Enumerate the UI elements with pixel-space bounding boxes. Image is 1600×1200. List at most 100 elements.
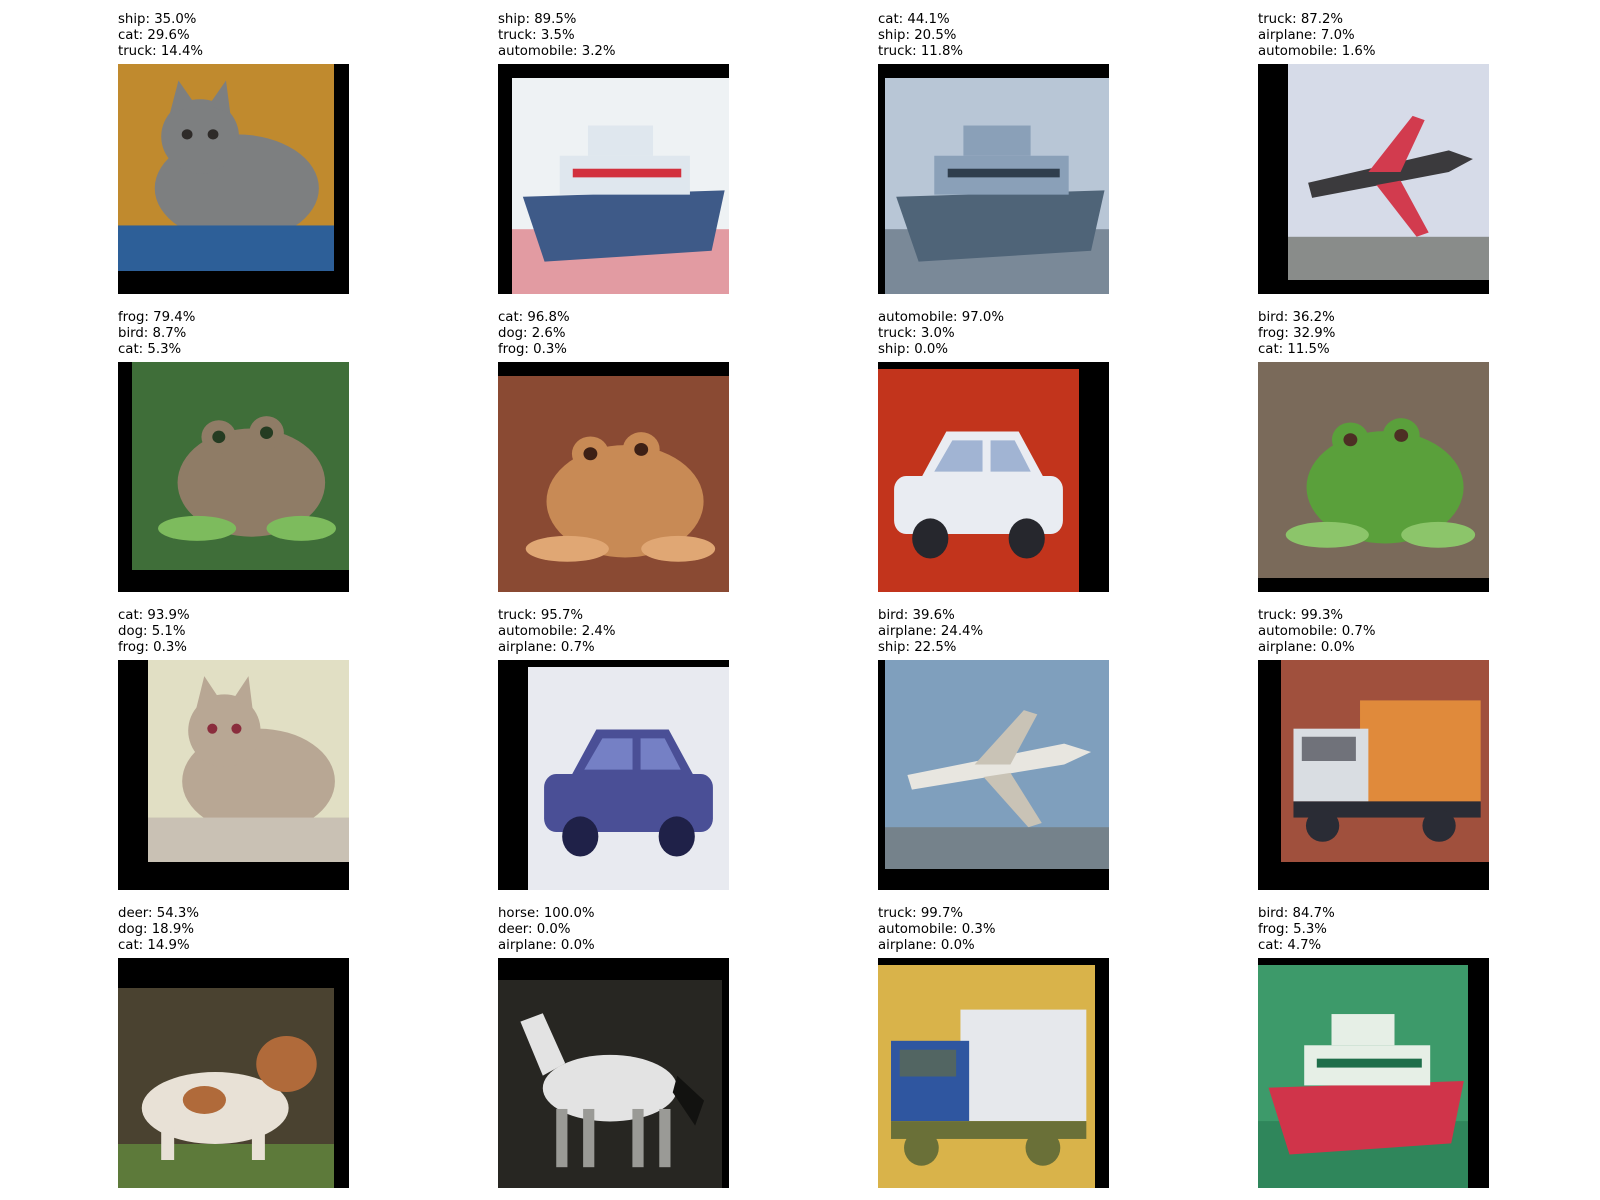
car-wheel [912,518,949,559]
ship-hull [1268,1080,1464,1155]
prediction-label-3: cat: 11.5% [1258,342,1330,357]
image-thumbnail [498,660,729,890]
cat-eye [207,129,219,140]
truck-wheel [1305,809,1340,842]
prediction-label-1: cat: 44.1% [878,12,950,27]
frog-leg [158,515,237,541]
cat-eye [181,129,193,140]
cat-ear [169,80,196,114]
frog-body [1306,431,1464,544]
prediction-panel: bird: 36.2% frog: 32.9% cat: 11.5% [1258,310,1498,592]
prediction-label-3: cat: 5.3% [118,342,182,357]
frog-eye [1394,428,1409,442]
ship-bridge [587,125,654,156]
prediction-panel: truck: 99.3% automobile: 0.7% airplane: 0.… [1258,608,1498,890]
photo-horse [498,980,722,1188]
dog-leg [161,1128,175,1160]
ship-windows [947,168,1060,178]
horse-leg [659,1108,671,1168]
prediction-panel: ship: 35.0% cat: 29.6% truck: 14.4% [118,12,358,294]
prediction-panel: horse: 100.0% deer: 0.0% airplane: 0.0% [498,906,738,1188]
image-thumbnail [1258,660,1489,890]
truck-cargo [960,1009,1087,1122]
prediction-label-2: dog: 18.9% [118,922,194,937]
frog-eye [1343,433,1358,447]
prediction-label-1: bird: 84.7% [1258,906,1335,921]
prediction-panel: cat: 44.1% ship: 20.5% truck: 11.8% [878,12,1118,294]
ground [885,827,1109,869]
image-thumbnail [878,64,1109,294]
prediction-label-3: truck: 14.4% [118,44,204,59]
plane-wing [1376,180,1429,237]
car-window [584,738,633,770]
prediction-label-1: truck: 95.7% [498,608,584,623]
image-thumbnail [118,660,349,890]
photo-ship [512,78,729,294]
car-wheel [1008,518,1045,559]
frog-leg [641,535,716,562]
frog-eye [634,442,649,456]
dog-patch [182,1086,226,1114]
frog-eye [583,447,598,461]
prediction-panel: cat: 96.8% dog: 2.6% frog: 0.3% [498,310,738,592]
prediction-label-1: bird: 36.2% [1258,310,1335,325]
photo-ship [885,78,1109,294]
prediction-label-1: cat: 96.8% [498,310,570,325]
car-wheel [658,816,695,857]
prediction-label-2: airplane: 7.0% [1258,28,1355,43]
truck-cargo [1360,700,1481,802]
prediction-label-2: truck: 3.0% [878,326,955,341]
prediction-label-2: airplane: 24.4% [878,624,984,639]
prediction-panel: bird: 84.7% frog: 5.3% cat: 4.7% [1258,906,1498,1188]
photo-automobile [878,369,1079,592]
photo-truck [1281,660,1489,862]
prediction-panel: ship: 89.5% truck: 3.5% automobile: 3.2% [498,12,738,294]
ship-windows [1316,1058,1422,1068]
photo-airplane [885,660,1109,869]
car-wheel [562,816,599,857]
plane-fuselage [1308,150,1473,198]
prediction-label-3: airplane: 0.7% [498,640,595,655]
prediction-label-3: automobile: 1.6% [1258,44,1376,59]
photo-automobile [528,667,729,890]
prediction-label-1: automobile: 97.0% [878,310,1004,325]
car-window [640,738,681,770]
cat-ear [196,676,221,709]
prediction-label-2: automobile: 0.7% [1258,624,1376,639]
photo-frog [132,362,349,570]
prediction-label-1: bird: 39.6% [878,608,955,623]
dog-leg [251,1128,265,1160]
frog-leg [525,535,609,562]
prediction-label-1: cat: 93.9% [118,608,190,623]
truck-windshield [1301,736,1356,761]
truck-windshield [899,1049,957,1077]
image-thumbnail [1258,958,1489,1188]
horse-leg [556,1108,568,1168]
truck-wheel [904,1130,939,1166]
cat-ear [208,80,231,114]
prediction-label-2: frog: 32.9% [1258,326,1336,341]
prediction-label-3: airplane: 0.0% [498,938,595,953]
prediction-label-1: truck: 99.7% [878,906,964,921]
ship-hull [896,190,1105,262]
photo-cat [118,64,334,271]
cloth [148,817,349,862]
horse-leg [632,1108,644,1168]
frog-leg [1285,521,1369,548]
car-window [990,440,1031,472]
cat-head [161,99,239,174]
ground [1288,236,1489,280]
cat-eye [231,723,242,734]
image-thumbnail [118,958,349,1188]
image-thumbnail [878,958,1109,1188]
prediction-label-1: ship: 35.0% [118,12,197,27]
prediction-label-2: frog: 5.3% [1258,922,1327,937]
dog-head [256,1036,317,1092]
image-thumbnail [1258,64,1489,294]
prediction-label-3: ship: 0.0% [878,342,948,357]
horse-neck [520,1013,566,1076]
prediction-panel: cat: 93.9% dog: 5.1% frog: 0.3% [118,608,358,890]
prediction-label-2: automobile: 2.4% [498,624,616,639]
prediction-label-1: horse: 100.0% [498,906,595,921]
prediction-panel: truck: 87.2% airplane: 7.0% automobile: 1.… [1258,12,1498,294]
